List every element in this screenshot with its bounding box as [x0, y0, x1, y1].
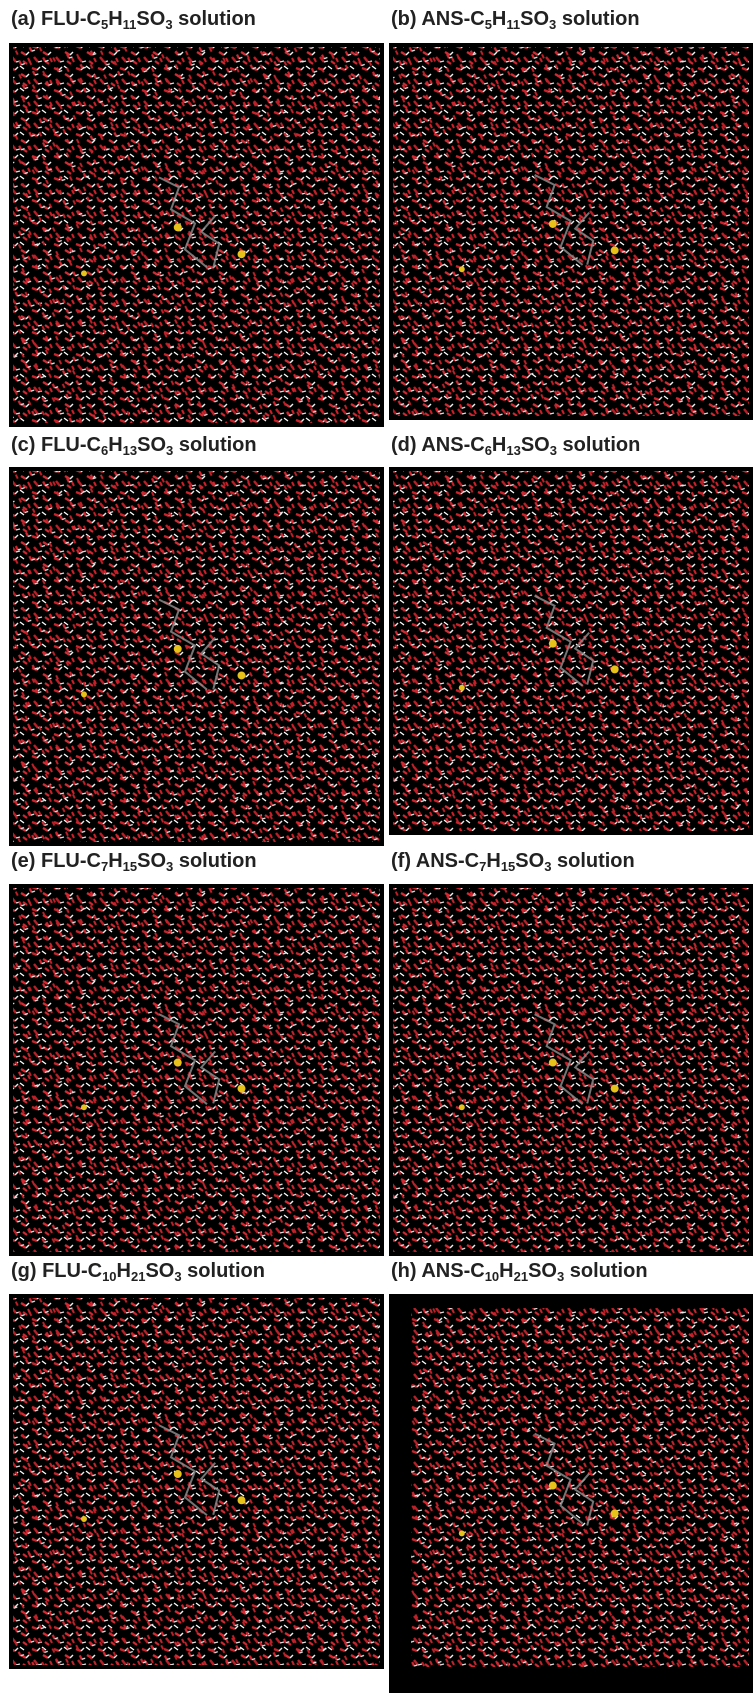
molecule-render: [389, 1294, 753, 1693]
caption-text: H: [108, 434, 122, 456]
caption-text: solution: [173, 8, 256, 30]
caption-text: solution: [551, 850, 634, 872]
panel-caption: (e) FLU-C7H15SO3 solution: [11, 850, 257, 873]
caption-subscript: 6: [485, 443, 492, 458]
panel-caption: (d) ANS-C6H13SO3 solution: [391, 434, 640, 457]
molecule-render: [389, 467, 753, 835]
caption-text: H: [108, 850, 122, 872]
caption-text: SO: [515, 850, 544, 872]
panel-caption: (b) ANS-C5H11SO3 solution: [391, 8, 640, 31]
molecule-render: [9, 467, 384, 846]
caption-text: (f) ANS-C: [391, 850, 479, 872]
caption-text: H: [117, 1260, 131, 1282]
caption-text: SO: [520, 8, 549, 30]
caption-text: H: [492, 8, 506, 30]
panel-caption: (g) FLU-C10H21SO3 solution: [11, 1260, 265, 1283]
caption-subscript: 3: [165, 17, 172, 32]
caption-text: (d) ANS-C: [391, 434, 485, 456]
simulation-snapshot: [9, 884, 384, 1256]
caption-subscript: 10: [485, 1269, 499, 1284]
caption-text: SO: [137, 434, 166, 456]
molecule-render: [9, 43, 384, 427]
caption-text: solution: [173, 850, 256, 872]
simulation-snapshot: [9, 43, 384, 427]
panel-caption: (h) ANS-C10H21SO3 solution: [391, 1260, 648, 1283]
caption-text: SO: [528, 1260, 557, 1282]
caption-text: (h) ANS-C: [391, 1260, 485, 1282]
caption-text: solution: [173, 434, 256, 456]
simulation-snapshot: [389, 43, 753, 420]
simulation-snapshot: [389, 467, 753, 835]
caption-subscript: 21: [514, 1269, 528, 1284]
caption-text: H: [486, 850, 500, 872]
caption-text: (c) FLU-C: [11, 434, 101, 456]
caption-text: solution: [564, 1260, 647, 1282]
molecule-render: [389, 884, 753, 1256]
caption-subscript: 10: [102, 1269, 116, 1284]
caption-subscript: 13: [506, 443, 520, 458]
molecule-render: [9, 1294, 384, 1669]
caption-text: solution: [556, 8, 639, 30]
caption-subscript: 3: [174, 1269, 181, 1284]
molecule-render: [9, 884, 384, 1256]
simulation-snapshot: [389, 1294, 753, 1693]
caption-subscript: 3: [550, 443, 557, 458]
caption-text: SO: [136, 8, 165, 30]
simulation-snapshot: [9, 1294, 384, 1669]
caption-text: H: [492, 434, 506, 456]
panel-caption: (f) ANS-C7H15SO3 solution: [391, 850, 635, 873]
caption-text: SO: [521, 434, 550, 456]
caption-text: (e) FLU-C: [11, 850, 101, 872]
panel-caption: (c) FLU-C6H13SO3 solution: [11, 434, 257, 457]
caption-text: SO: [137, 850, 166, 872]
caption-subscript: 13: [123, 443, 137, 458]
figure: (a) FLU-C5H11SO3 solution(b) ANS-C5H11SO…: [0, 0, 753, 1695]
simulation-snapshot: [389, 884, 753, 1256]
caption-text: (g) FLU-C: [11, 1260, 102, 1282]
caption-subscript: 5: [485, 17, 492, 32]
caption-text: (a) FLU-C: [11, 8, 101, 30]
caption-subscript: 11: [506, 17, 520, 32]
simulation-snapshot: [9, 467, 384, 846]
caption-text: H: [108, 8, 122, 30]
caption-text: solution: [557, 434, 640, 456]
caption-subscript: 11: [123, 17, 137, 32]
caption-text: SO: [145, 1260, 174, 1282]
caption-text: H: [499, 1260, 513, 1282]
caption-subscript: 21: [131, 1269, 145, 1284]
panel-caption: (a) FLU-C5H11SO3 solution: [11, 8, 256, 31]
caption-text: solution: [182, 1260, 265, 1282]
caption-subscript: 15: [123, 859, 137, 874]
caption-text: (b) ANS-C: [391, 8, 485, 30]
molecule-render: [389, 43, 753, 420]
caption-subscript: 15: [501, 859, 515, 874]
